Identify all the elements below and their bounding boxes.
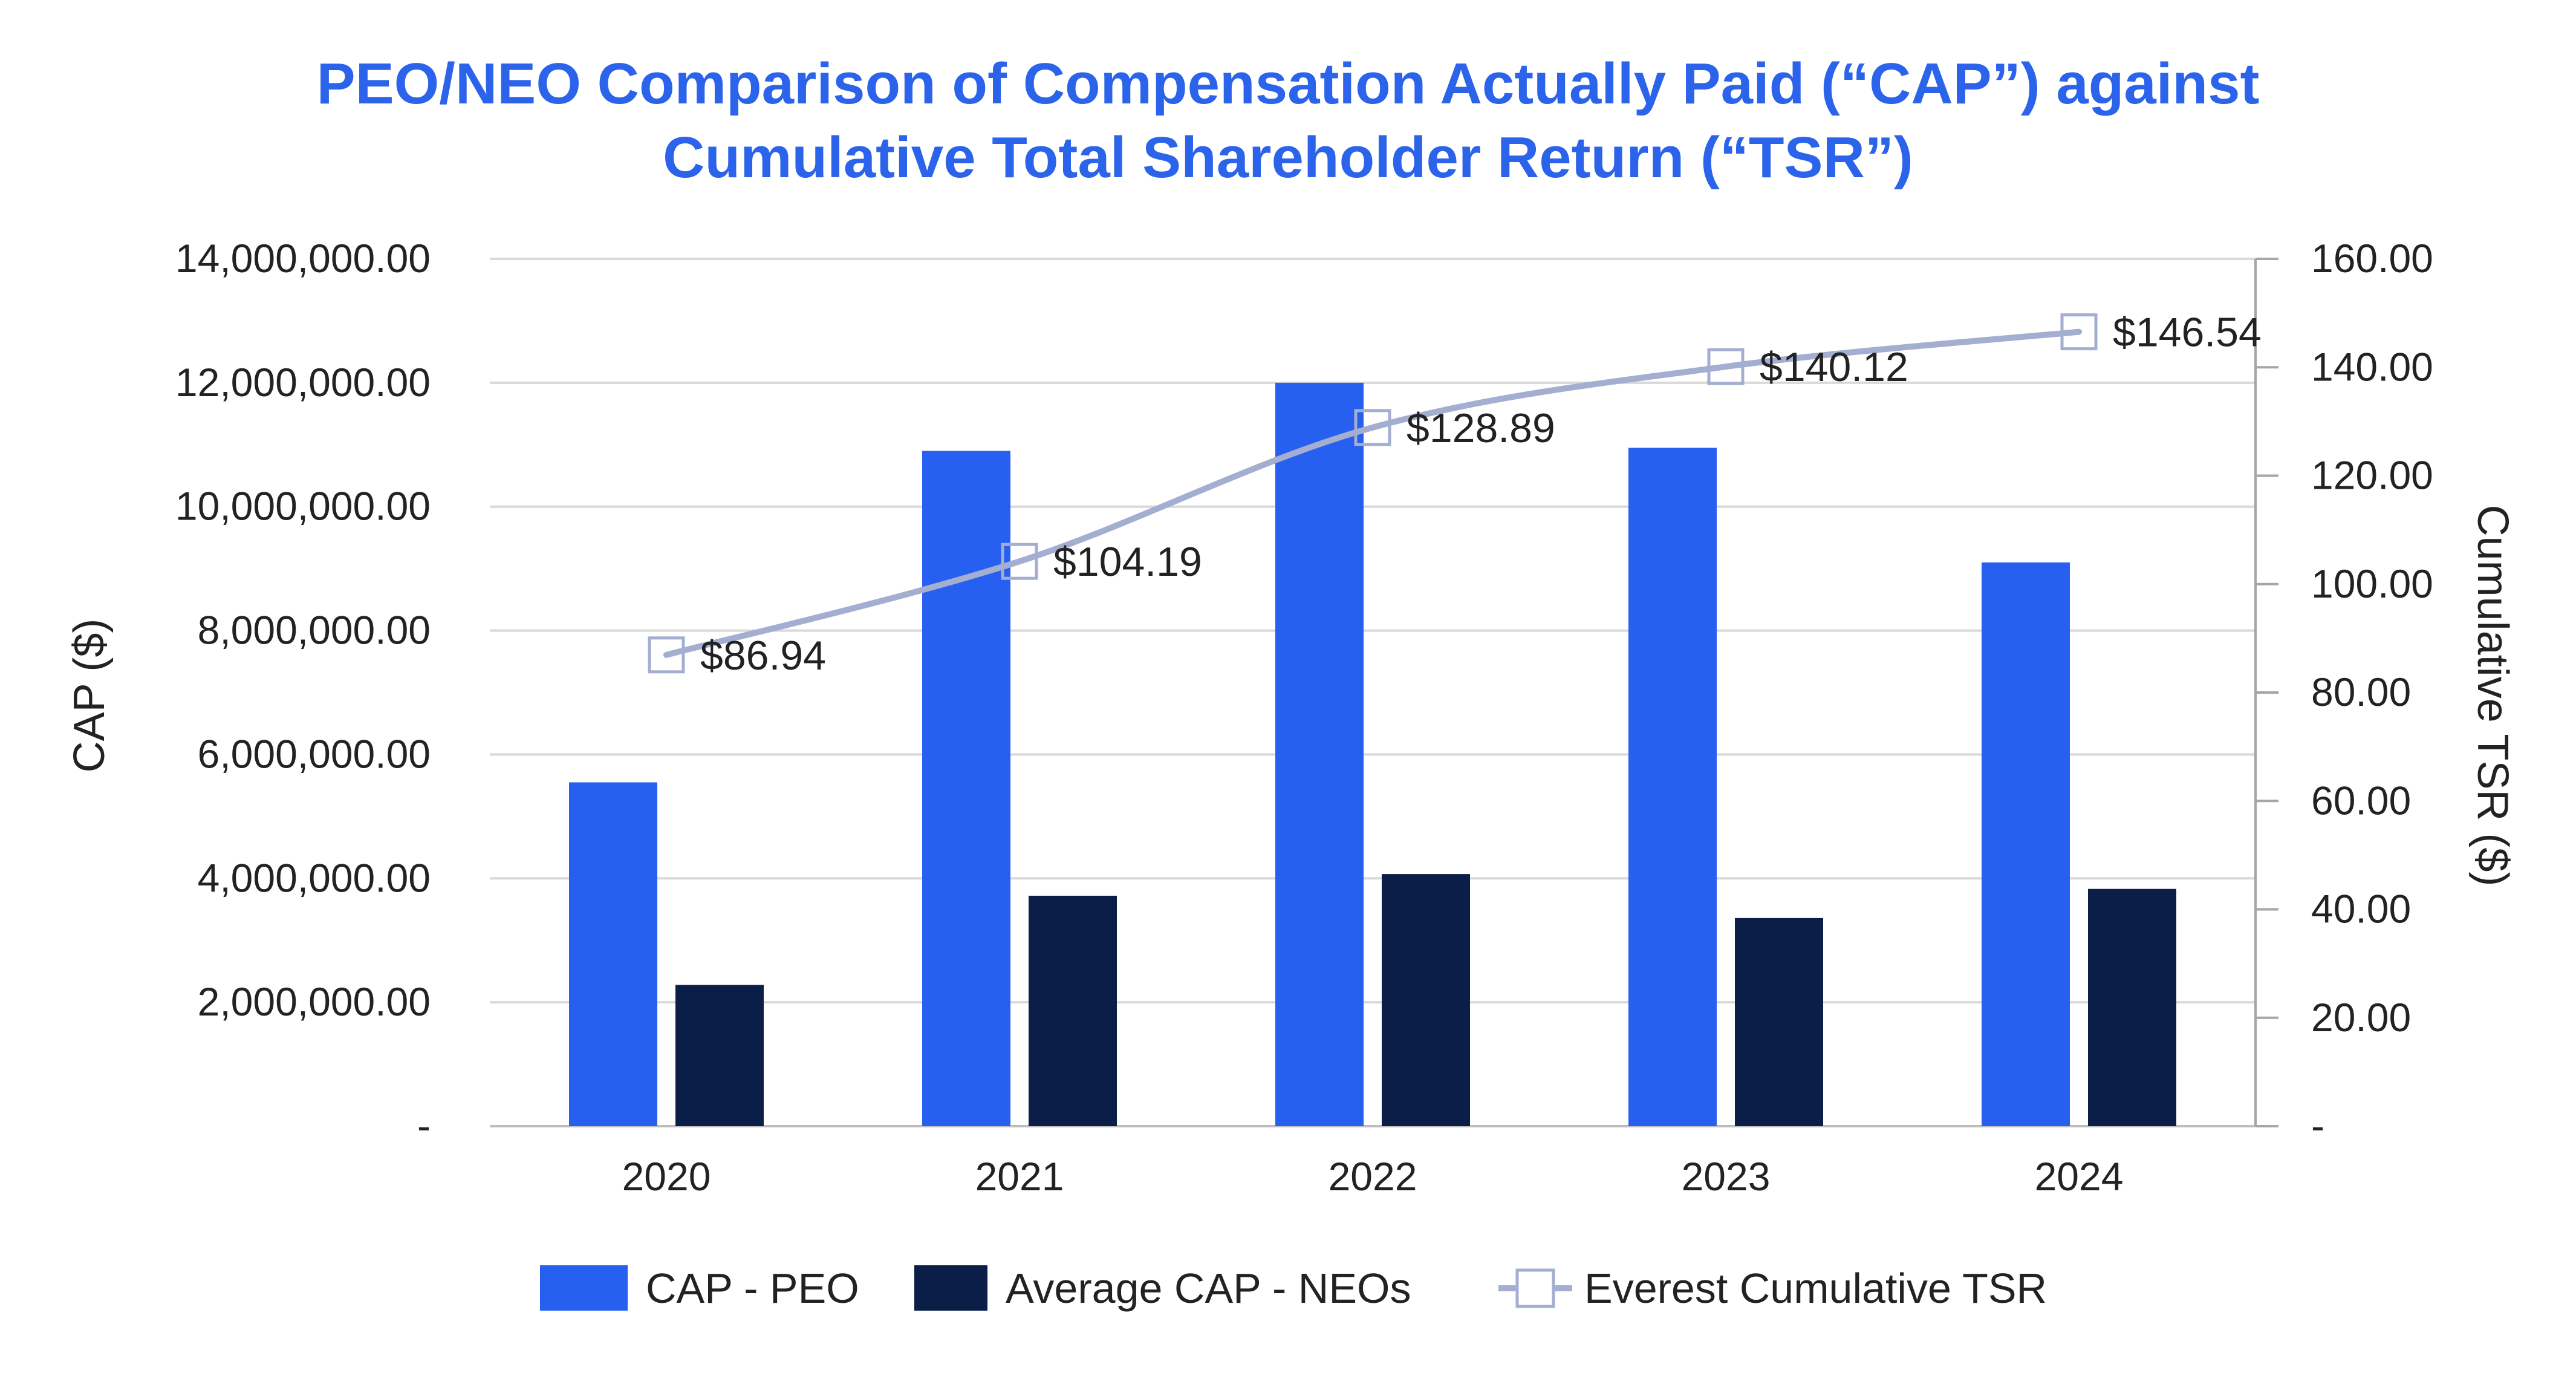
bar-cap-peo: [569, 782, 657, 1126]
y-right-tick-label: 20.00: [2311, 995, 2411, 1040]
bar-cap-peo: [1275, 382, 1364, 1126]
y-left-tick-label: 10,000,000.00: [175, 484, 431, 529]
y-right-tick-label: -: [2311, 1103, 2324, 1148]
chart-title: PEO/NEO Comparison of Compensation Actua…: [0, 47, 2576, 195]
legend-label-cap-peo: CAP - PEO: [646, 1265, 859, 1312]
y-right-tick-label: 40.00: [2311, 887, 2411, 931]
tsr-data-label: $140.12: [1760, 344, 1908, 390]
y-left-tick-label: 8,000,000.00: [198, 608, 431, 653]
y-left-tick-label: 14,000,000.00: [175, 236, 431, 281]
tsr-data-label: $128.89: [1407, 405, 1555, 451]
y-left-tick-label: 4,000,000.00: [198, 855, 431, 900]
y-left-tick-label: 12,000,000.00: [175, 360, 431, 405]
gridlines: [490, 258, 2256, 1127]
legend-marker-tsr: [1515, 1268, 1555, 1308]
tsr-data-label: $104.19: [1053, 539, 1202, 585]
legend-label-tsr: Everest Cumulative TSR: [1584, 1265, 2047, 1312]
chart-title-line-1: PEO/NEO Comparison of Compensation Actua…: [316, 51, 2260, 116]
tsr-marker: [1354, 409, 1391, 446]
tsr-data-label: $146.54: [2113, 310, 2262, 356]
bar-avg-cap-neos: [1029, 895, 1117, 1126]
x-tick-label: 2024: [2035, 1154, 2124, 1199]
y-right-tick-label: 80.00: [2311, 670, 2411, 714]
y-right-tick-label: 120.00: [2311, 453, 2433, 498]
tsr-marker: [1707, 348, 1745, 385]
y-right-axis-title: Cumulative TSR ($): [2468, 505, 2517, 887]
legend-swatch-cap-peo: [540, 1265, 628, 1311]
bar-avg-cap-neos: [1382, 874, 1470, 1126]
bars: [569, 382, 2176, 1126]
bar-cap-peo: [1628, 448, 1717, 1126]
bar-avg-cap-neos: [2088, 888, 2176, 1126]
y-right-tick-label: 160.00: [2311, 236, 2433, 281]
x-tick-label: 2022: [1329, 1154, 1417, 1199]
y-left-tick-label: 6,000,000.00: [198, 731, 431, 776]
axes: - 2,000,000.00 4,000,000.00 6,000,000.00 8,0…: [65, 236, 2517, 1199]
bar-avg-cap-neos: [675, 985, 764, 1126]
tsr-line: [648, 313, 2098, 674]
y-left-tick-label: -: [417, 1103, 431, 1148]
y-right-tick-label: 140.00: [2311, 344, 2433, 389]
bar-cap-peo: [922, 451, 1010, 1126]
legend-label-avg-cap-neos: Average CAP - NEOs: [1006, 1265, 1411, 1312]
y-right-tick-label: 100.00: [2311, 561, 2433, 606]
bar-avg-cap-neos: [1735, 918, 1823, 1126]
x-tick-label: 2023: [1682, 1154, 1771, 1199]
data-labels: $86.94 $104.19 $128.89 $140.12 $146.54: [700, 310, 2262, 679]
bar-cap-peo: [1982, 562, 2070, 1126]
tsr-marker: [2060, 313, 2098, 351]
y-left-axis-title: CAP ($): [65, 619, 114, 773]
legend: CAP - PEO Average CAP - NEOs Everest Cumul…: [540, 1265, 2047, 1312]
chart-title-line-2: Cumulative Total Shareholder Return (“TS…: [663, 125, 1913, 190]
legend-swatch-avg-cap-neos: [914, 1265, 987, 1311]
y-left-tick-label: 2,000,000.00: [198, 979, 431, 1024]
tsr-line-path: [663, 328, 2082, 658]
tsr-data-label: $86.94: [700, 633, 826, 679]
y-right-tick-label: 60.00: [2311, 778, 2411, 823]
x-tick-label: 2020: [622, 1154, 711, 1199]
x-tick-label: 2021: [975, 1154, 1064, 1199]
tsr-marker: [648, 636, 685, 674]
tsr-marker: [1001, 543, 1038, 580]
